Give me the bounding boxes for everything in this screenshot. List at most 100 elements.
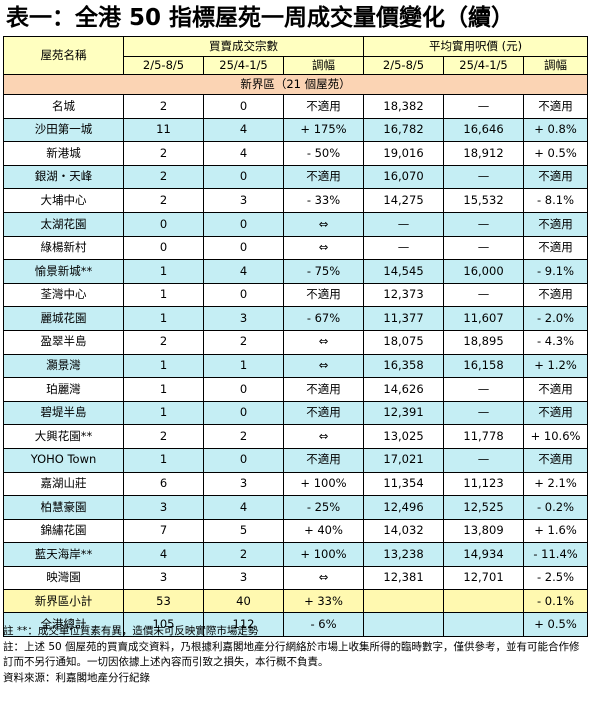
price-week-now-cell: 17,021 — [363, 447, 445, 473]
transaction-table: 屋苑名稱 買賣成交宗數 平均實用呎價 (元) 2/5-8/5 25/4-1/5 … — [2, 36, 589, 638]
price-week-prev-cell: 16,000 — [443, 259, 525, 284]
volume-week-now-cell: 2 — [123, 424, 204, 449]
estate-name-cell: 藍天海岸** — [3, 542, 124, 567]
table-row: 柏慧豪園 3 4- 25% 12,496 12,525- 0.2% — [3, 495, 589, 520]
volume-change-cell: ⇔ — [282, 424, 365, 449]
estate-name-cell: 灝景灣 — [3, 353, 124, 379]
footnote-disclaimer: 註：上述 50 個屋苑的買賣成交資料，乃根據利嘉閣地產分行網絡於市場上收集所得的… — [3, 640, 580, 669]
header-price-week-prev: 25/4-1/5 — [443, 56, 525, 75]
volume-change-cell: ⇔ — [282, 565, 365, 591]
estate-name-cell: 愉景新城** — [3, 259, 124, 284]
volume-week-prev-cell: 3 — [203, 565, 284, 591]
header-price-change: 調幅 — [523, 56, 589, 75]
estate-name-cell: 柏慧豪園 — [3, 495, 124, 520]
volume-week-now-cell: 1 — [123, 353, 204, 379]
volume-change-cell: ⇔ — [282, 211, 365, 237]
volume-week-now-cell: 1 — [123, 259, 204, 284]
volume-change-cell: 不適用 — [282, 447, 365, 473]
volume-week-now-cell: 1 — [123, 306, 204, 331]
price-change-cell: - 8.1% — [523, 188, 589, 213]
table-row: 碧堤半島 1 0 不適用 12,391— 不適用 — [3, 400, 589, 426]
volume-week-now-cell: 2 — [123, 188, 204, 213]
table-row: 麗城花園 1 3- 67% 11,377 11,607- 2.0% — [3, 306, 589, 331]
price-week-prev-cell: 18,912 — [443, 141, 525, 166]
volume-week-prev-cell: 0 — [203, 377, 284, 402]
price-week-prev-cell: 11,607 — [443, 306, 525, 331]
volume-week-prev-cell: 4 — [203, 259, 284, 284]
price-change-cell: - 2.5% — [523, 565, 589, 591]
volume-week-prev-cell: 3 — [203, 306, 284, 331]
price-week-now-cell: 14,626 — [363, 377, 445, 402]
volume-week-prev-cell: 2 — [203, 424, 284, 449]
page-title: 表一：全港 50 指標屋苑一周成交量價變化（續） — [6, 5, 515, 31]
volume-week-prev-cell: 0 — [203, 400, 284, 426]
price-week-prev-cell: — — [443, 211, 525, 237]
volume-change-cell: ⇔ — [282, 353, 365, 379]
price-change-cell: 不適用 — [523, 400, 589, 426]
volume-week-now-cell: 3 — [123, 495, 204, 520]
price-change-cell: - 9.1% — [523, 259, 589, 284]
table-row: 盈翠半島 2 2 ⇔ 18,075 18,895- 4.3% — [3, 329, 589, 355]
price-week-now-cell: 12,391 — [363, 400, 445, 426]
price-change-cell: - 0.2% — [523, 495, 589, 520]
estate-name-cell: 珀麗灣 — [3, 377, 124, 402]
estate-name-cell: 映灣園 — [3, 565, 124, 591]
price-week-now-cell: 18,382 — [363, 94, 445, 119]
volume-change-cell: ⇔ — [282, 235, 365, 261]
volume-change-cell: 不適用 — [282, 282, 365, 308]
price-week-prev-cell: — — [443, 282, 525, 308]
volume-change-cell: + 33% — [282, 589, 365, 614]
volume-week-now-cell: 1 — [123, 447, 204, 473]
volume-week-prev-cell: 112 — [203, 612, 284, 638]
volume-change-cell: 不適用 — [282, 164, 365, 190]
price-week-now-cell: — — [363, 211, 445, 237]
footnote-source: 資料來源：利嘉閣地產分行紀錄 — [3, 671, 150, 684]
price-week-prev-cell: 12,701 — [443, 565, 525, 591]
volume-week-prev-cell: 0 — [203, 282, 284, 308]
price-change-cell: 不適用 — [523, 94, 589, 119]
volume-week-prev-cell: 0 — [203, 94, 284, 119]
header-volume-change: 調幅 — [282, 56, 365, 75]
volume-change-cell: + 40% — [282, 518, 365, 544]
volume-week-now-cell: 1 — [123, 400, 204, 426]
volume-week-prev-cell: 3 — [203, 471, 284, 497]
volume-week-prev-cell: 2 — [203, 329, 284, 355]
table-row: 沙田第一城 11 4 + 175% 16,782 16,646 + 0.8% — [3, 117, 589, 143]
table-row: 藍天海岸** 4 2 + 100% 13,238 14,934- 11.4% — [3, 542, 589, 567]
volume-week-now-cell: 2 — [123, 94, 204, 119]
volume-week-now-cell: 2 — [123, 141, 204, 166]
volume-week-prev-cell: 1 — [203, 353, 284, 379]
volume-week-prev-cell: 0 — [203, 447, 284, 473]
price-week-prev-cell: 13,809 — [443, 518, 525, 544]
price-week-now-cell — [363, 589, 445, 614]
table-row: 錦繡花園 7 5 + 40% 14,032 13,809 + 1.6% — [3, 518, 589, 544]
table-row: 映灣園 3 3 ⇔ 12,381 12,701- 2.5% — [3, 565, 589, 591]
price-week-prev-cell: 11,778 — [443, 424, 525, 449]
volume-change-cell: 不適用 — [282, 377, 365, 402]
estate-name-cell: 全港總計 — [3, 612, 124, 638]
price-change-cell: 不適用 — [523, 377, 589, 402]
section-row: 新界區（21 個屋苑） — [2, 74, 589, 95]
table-row: 大埔中心 2 3- 33% 14,275 15,532- 8.1% — [3, 188, 589, 213]
price-week-prev-cell: 18,895 — [443, 329, 525, 355]
volume-week-now-cell: 2 — [123, 164, 204, 190]
volume-week-prev-cell: 0 — [203, 235, 284, 261]
volume-week-prev-cell: 0 — [203, 211, 284, 237]
header-group-volume: 買賣成交宗數 — [122, 36, 365, 57]
price-week-prev-cell: — — [443, 447, 525, 473]
price-week-now-cell: — — [363, 235, 445, 261]
estate-name-cell: 銀湖・天峰 — [3, 164, 124, 190]
estate-name-cell: 盈翠半島 — [3, 329, 124, 355]
volume-change-cell: 不適用 — [282, 400, 365, 426]
price-week-now-cell: 16,358 — [363, 353, 445, 379]
volume-week-now-cell: 7 — [123, 518, 204, 544]
price-week-now-cell: 12,381 — [363, 565, 445, 591]
header-volume-week-now: 2/5-8/5 — [123, 56, 204, 75]
price-change-cell: + 1.6% — [523, 518, 589, 544]
table-row: 灝景灣 1 1 ⇔ 16,358 16,158 + 1.2% — [3, 353, 589, 379]
volume-change-cell: - 67% — [282, 306, 365, 331]
header-estate-name: 屋苑名稱 — [3, 36, 124, 75]
volume-change-cell: + 100% — [282, 542, 365, 567]
volume-change-cell: - 33% — [282, 188, 365, 213]
estate-name-cell: YOHO Town — [3, 447, 124, 473]
